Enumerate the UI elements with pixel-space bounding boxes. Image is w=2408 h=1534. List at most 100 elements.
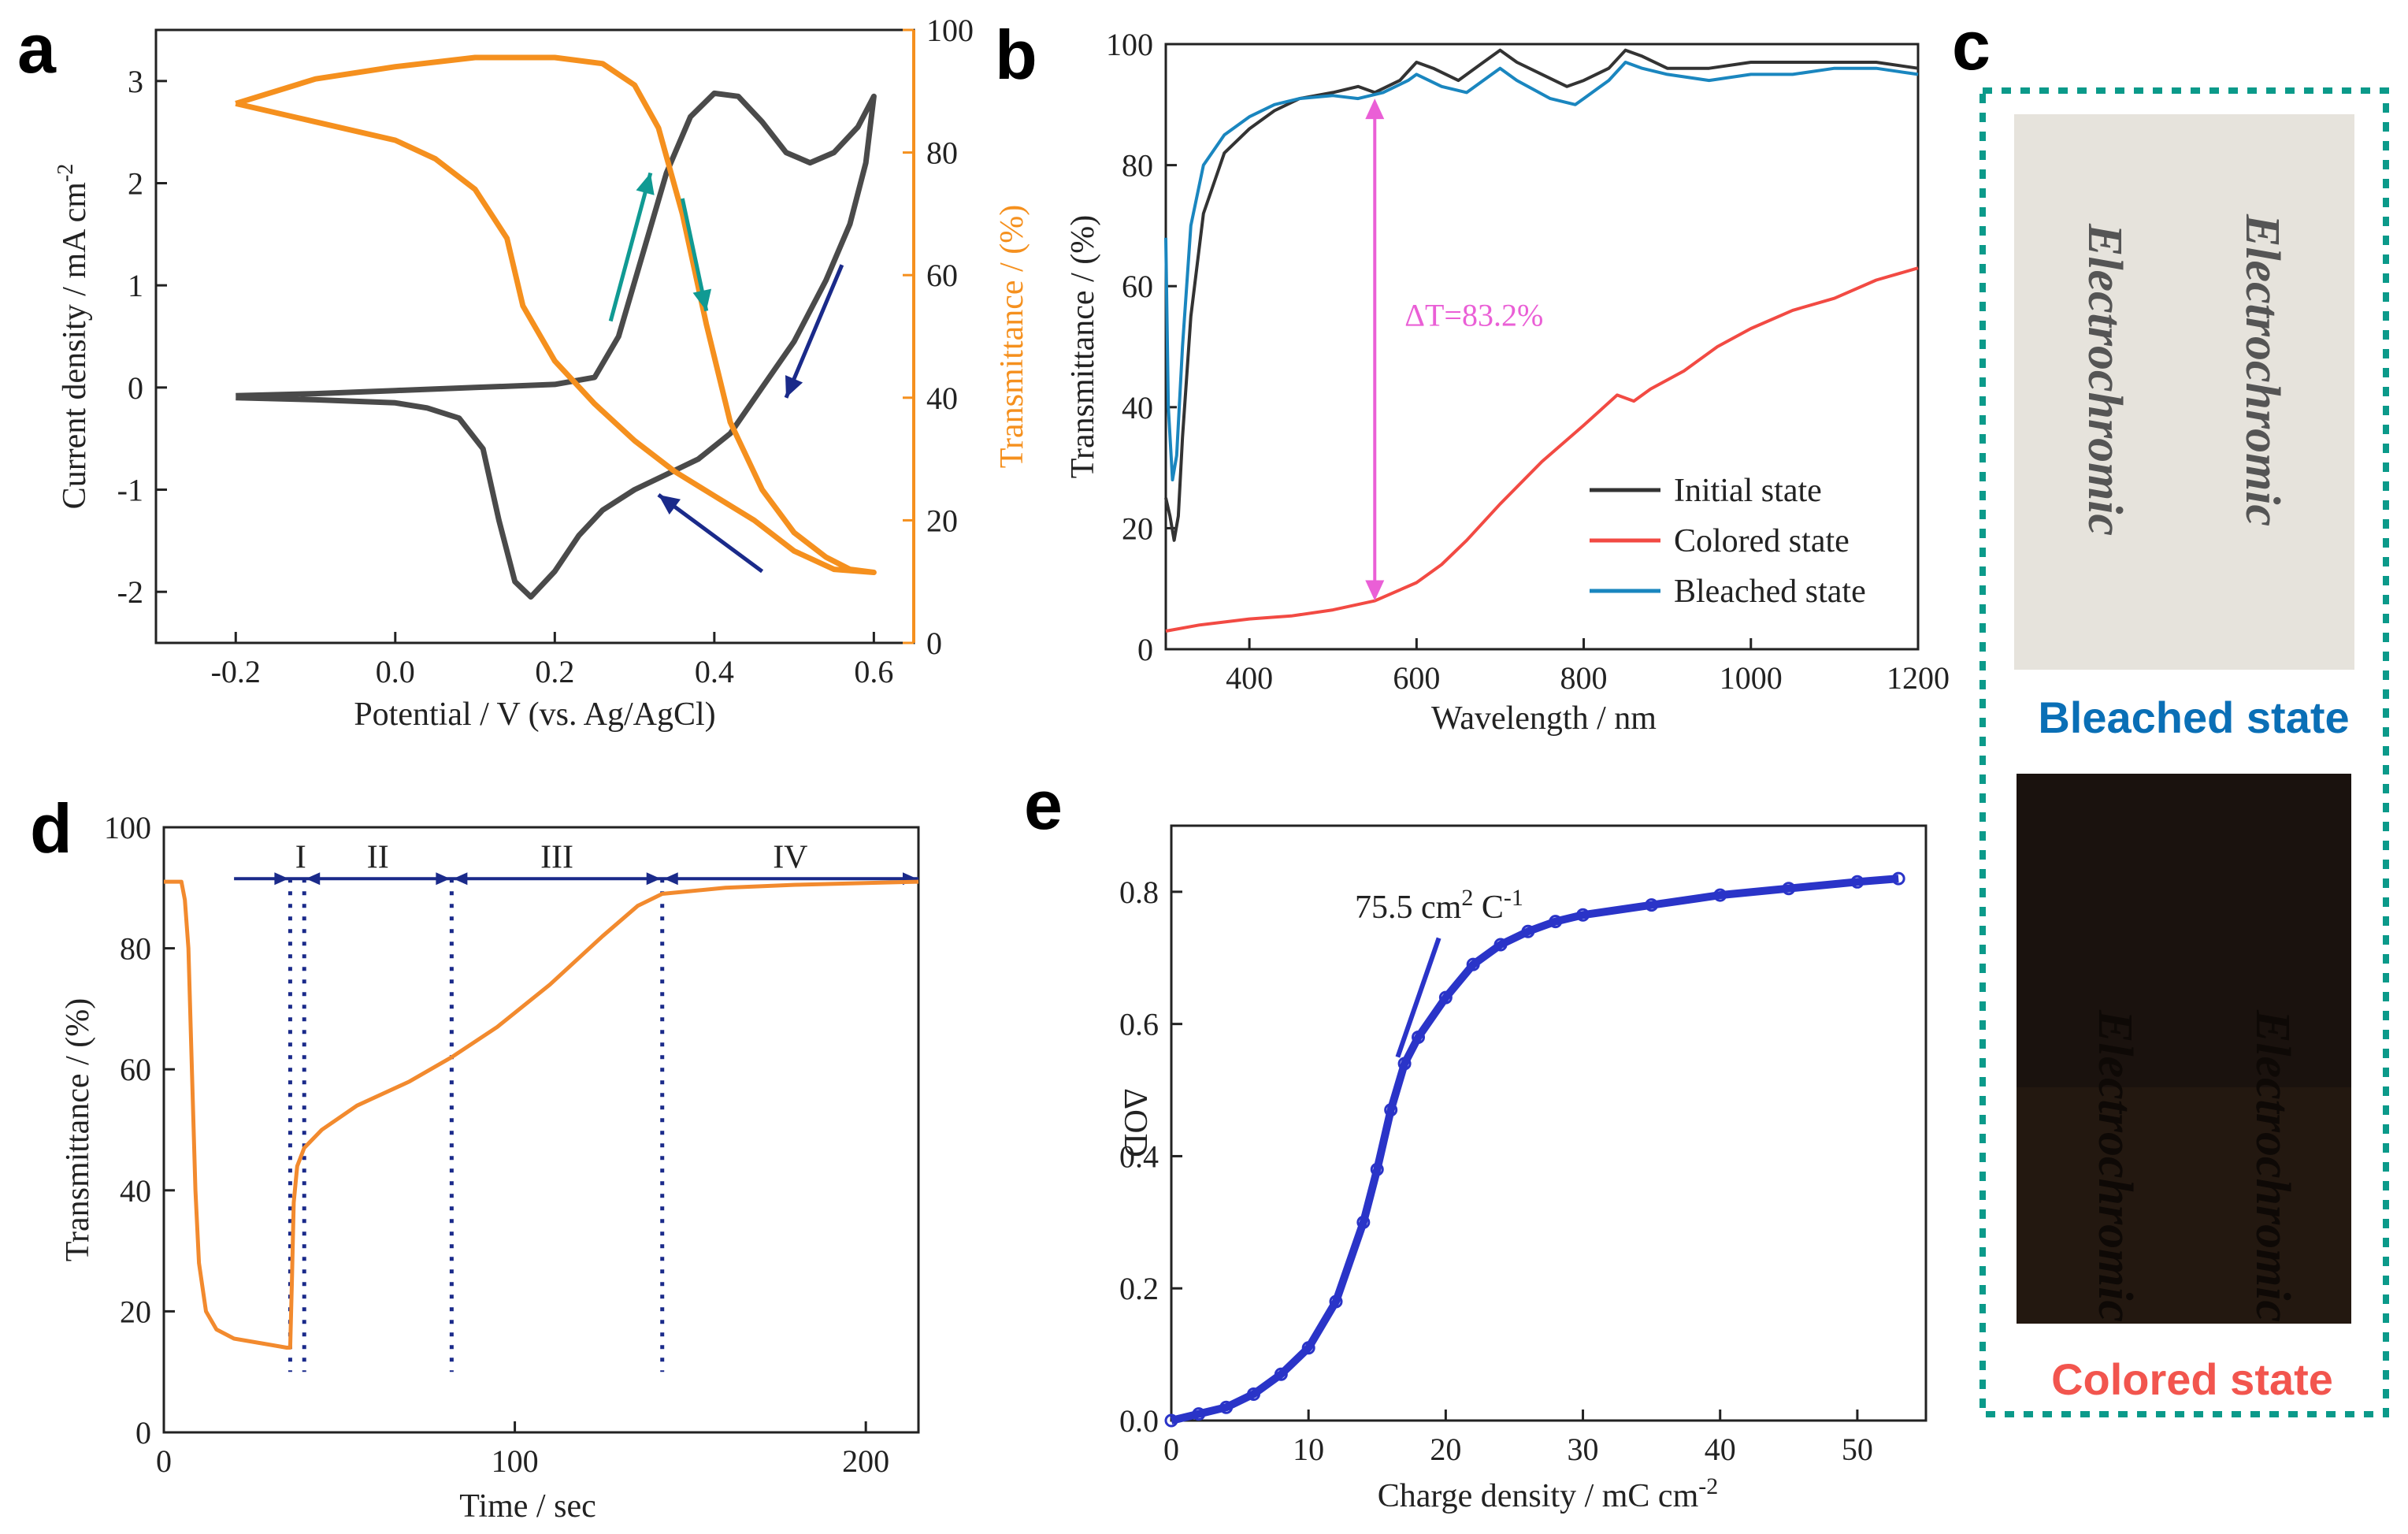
panel-b-frame	[1164, 43, 1920, 651]
panel-a-chart: -0.2 0.0 0.2 0.4 0.6 -2 -1 0 1 2 3 0 20 40 60 80 100 Pot…	[54, 13, 1030, 733]
panel-a-xtick-label: -0.2	[211, 654, 261, 689]
delta-t-arrow-head-bottom	[1365, 580, 1385, 601]
panel-d-ytick-label: 60	[120, 1052, 151, 1087]
bleached-state-caption: Bleached state	[2038, 693, 2349, 742]
colored-sample-text-right: Electrochromic	[2246, 1009, 2299, 1322]
region-arrowhead-left-1	[453, 872, 468, 886]
legend-label-1: Colored state	[1674, 523, 1850, 559]
panel-e-ytick-label: 0.2	[1119, 1271, 1159, 1306]
panel-a-y2tick-label: 80	[926, 136, 958, 171]
panel-a-xtick-label: 0.2	[535, 654, 574, 689]
panel-e-ylabel: ΔOD	[1117, 1088, 1153, 1157]
panel-a-ylabel: Current density / mA cm-2	[54, 164, 93, 510]
region-label-III: III	[540, 839, 573, 875]
panel-e-fit-label-tail: C	[1473, 890, 1504, 926]
legend-label-0: Initial state	[1674, 473, 1822, 509]
panel-b-ytick-label: 40	[1122, 390, 1153, 425]
panel-label-d: d	[30, 789, 72, 867]
panel-e-point	[1274, 1367, 1288, 1381]
panel-e-point	[1438, 990, 1453, 1005]
panel-e-point	[1247, 1387, 1261, 1401]
region-label-I: I	[295, 839, 306, 875]
panel-d-ytick-label: 20	[120, 1294, 151, 1329]
panel-e-xlabel: Charge density / mC cm-2	[1378, 1473, 1719, 1514]
panel-d-xtick-label: 100	[492, 1443, 539, 1479]
panel-e-xtick-label: 30	[1568, 1432, 1599, 1467]
panel-e-fit-label-sup: 2	[1461, 885, 1473, 911]
panel-e-ytick-label: 0.0	[1119, 1403, 1159, 1439]
panel-e-xtick-label: 50	[1842, 1432, 1873, 1467]
panel-d-ytick-label: 40	[120, 1173, 151, 1209]
panel-e-point	[1576, 908, 1590, 922]
panel-b-chart: 400 600 800 1000 1200 0 20 40 60 80 100 ΔT=83.2% I…	[1065, 27, 1950, 737]
panel-e-ytick-label: 0.8	[1119, 875, 1159, 910]
panel-a-xtick-label: 0.4	[695, 654, 734, 689]
teal-arrow-up	[608, 172, 655, 322]
panel-e-xtick-label: 0	[1163, 1432, 1179, 1467]
panel-b-series-initial-state	[1164, 48, 1919, 542]
panel-a-xtick-label: 0.6	[854, 654, 893, 689]
panel-a-ytick-label: 2	[128, 166, 143, 202]
panel-a-xlabel: Potential / V (vs. Ag/AgCl)	[354, 696, 715, 733]
bleached-sample-photo	[2014, 114, 2354, 670]
panel-d-ytick-label: 80	[120, 931, 151, 967]
panel-d-xtick-label: 200	[842, 1443, 889, 1479]
region-arrowhead-right-2	[646, 872, 661, 886]
panel-d-frame	[162, 826, 920, 1434]
panel-b-series-colored-state	[1165, 266, 1919, 633]
region-label-II: II	[367, 839, 389, 875]
panel-e-point	[1301, 1341, 1315, 1355]
panel-e-frame	[1170, 824, 1928, 1422]
panel-e-data-curve	[1170, 875, 1899, 1424]
panel-a-y2tick-label: 20	[926, 503, 958, 538]
panel-e-point	[1356, 1215, 1371, 1229]
panel-e-point	[1466, 957, 1480, 971]
region-arrowhead-left-0	[306, 872, 321, 886]
panel-e-point	[1549, 915, 1563, 929]
panel-e-point	[1782, 882, 1796, 896]
navy-arrow-reverse	[784, 264, 844, 399]
panel-e-point	[1384, 1103, 1398, 1117]
panel-b-ylabel: Transmittance / (%)	[1065, 215, 1101, 478]
panel-b-series-bleached-state	[1164, 61, 1919, 481]
panel-e-point	[1397, 1057, 1412, 1071]
panel-b-xtick-label: 1000	[1720, 660, 1783, 696]
panel-e-fit-line	[1395, 937, 1441, 1058]
panel-e-point	[1521, 924, 1535, 938]
panel-c-dotted-border	[1979, 87, 2389, 1417]
panel-e-point	[1219, 1400, 1234, 1414]
panel-a-y2tick-label: 60	[926, 258, 958, 293]
bleached-sample-text-left: Electrochromic	[2078, 223, 2132, 536]
panel-e-xtick-label: 20	[1430, 1432, 1461, 1467]
panel-b-xtick-label: 800	[1560, 660, 1608, 696]
panel-label-e: e	[1024, 766, 1063, 844]
panel-d-ylabel: Transmittance / (%)	[60, 998, 96, 1261]
panel-a-transmittance-curve	[235, 54, 877, 575]
panel-e-xtick-label: 10	[1293, 1432, 1324, 1467]
region-arrowhead-right-1	[436, 872, 451, 886]
panel-e-fit-label-tail-sup: -1	[1504, 885, 1523, 911]
panel-a-y2tick-label: 40	[926, 381, 958, 416]
colored-sample-text-left: Electrochromic	[2088, 1009, 2142, 1322]
panel-e-point	[1164, 1413, 1178, 1428]
colored-state-caption: Colored state	[2051, 1354, 2333, 1404]
delta-t-arrow-head-top	[1365, 98, 1385, 120]
panel-b-ytick-label: 60	[1122, 269, 1153, 304]
panel-e-point	[1850, 875, 1864, 889]
panel-a-ytick-label: -2	[117, 574, 143, 610]
panel-e-point	[1412, 1030, 1426, 1044]
panel-label-c: c	[1952, 6, 1991, 84]
panel-a-cv-curve	[236, 90, 877, 600]
panel-a-ytick-label: 3	[128, 64, 143, 99]
panel-a-y2tick-label: 100	[926, 13, 974, 48]
panel-d-transmittance-curve	[164, 879, 919, 1350]
colored-sample-shade	[2017, 1087, 2351, 1324]
panel-e-point	[1192, 1407, 1206, 1421]
panel-a-ytick-label: 0	[128, 370, 143, 406]
panel-e-xlabel-sup: -2	[1698, 1473, 1718, 1499]
region-label-IV: IV	[773, 839, 807, 875]
navy-arrow-return	[657, 492, 764, 574]
panel-d-ytick-label: 100	[104, 810, 151, 845]
panel-b-ytick-label: 20	[1122, 511, 1153, 546]
